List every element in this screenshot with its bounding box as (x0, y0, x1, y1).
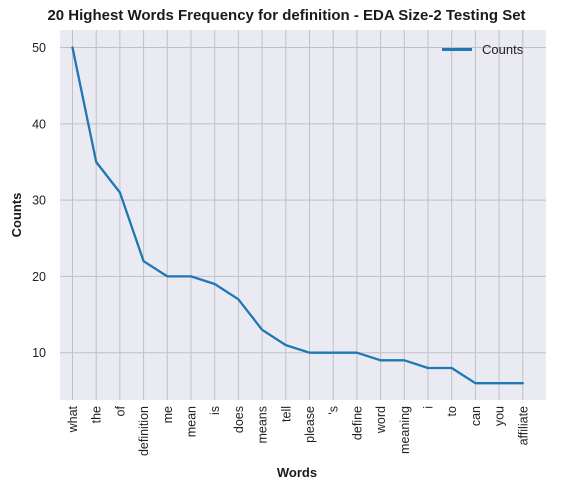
y-tick-label: 30 (32, 194, 46, 208)
legend: Counts (442, 38, 523, 60)
x-tick-label: meaning (398, 406, 412, 454)
x-tick-label: what (66, 405, 80, 433)
x-tick-label: to (445, 406, 459, 416)
y-tick-label: 10 (32, 346, 46, 360)
x-tick-label: mean (185, 406, 199, 437)
y-tick-label: 20 (32, 270, 46, 284)
legend-swatch-counts (442, 47, 472, 51)
x-tick-label: define (350, 406, 364, 440)
x-tick-label: affiliate (516, 406, 530, 445)
y-tick-label: 40 (32, 117, 46, 131)
legend-label-counts: Counts (482, 41, 524, 57)
y-tick-label: 50 (32, 41, 46, 55)
x-tick-label: 's (327, 406, 341, 415)
plot-background (60, 30, 546, 400)
x-tick-label: word (374, 406, 388, 434)
grid-lines (60, 30, 546, 400)
x-tick-label: definition (137, 406, 151, 456)
x-axis-label: Words (277, 465, 317, 480)
x-tick-label: you (493, 406, 507, 426)
series-layer (71, 46, 524, 385)
x-tick-label: is (208, 406, 222, 415)
x-tick-label: please (303, 406, 317, 443)
x-tick-label: does (232, 406, 246, 433)
x-tick-label: i (422, 406, 436, 409)
x-tick-label: tell (279, 406, 293, 422)
series-line-counts (71, 46, 524, 385)
x-tick-label: the (90, 406, 104, 423)
x-tick-label: me (161, 406, 175, 423)
x-tick-labels: what the of definition me mean is does means tell… (66, 405, 530, 456)
x-tick-label: means (256, 406, 270, 444)
x-tick-label: can (469, 406, 483, 426)
y-tick-labels: 10 20 30 40 50 (32, 41, 46, 360)
chart-title: 20 Highest Words Frequency for definitio… (47, 7, 526, 24)
y-axis-label: Counts (9, 193, 24, 238)
x-tick-label: of (113, 405, 127, 416)
